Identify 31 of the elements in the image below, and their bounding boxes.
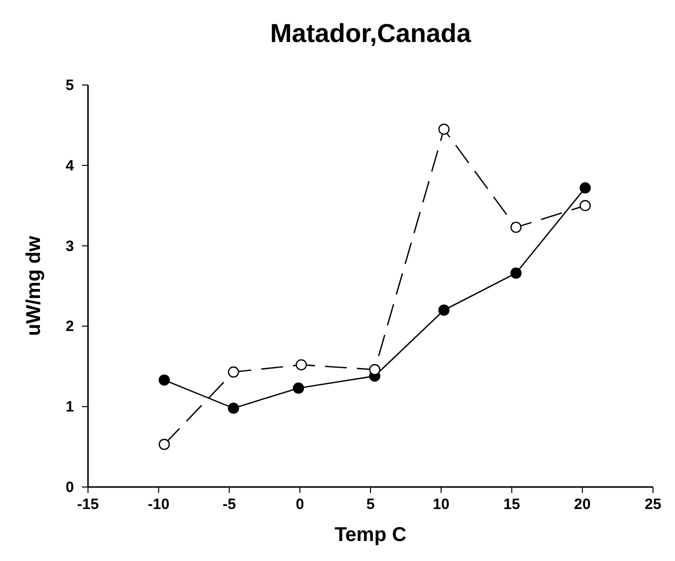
point — [510, 268, 522, 279]
point — [580, 200, 591, 212]
x-tick-label: -15 — [77, 496, 99, 513]
y-tick-label: 4 — [66, 157, 75, 174]
chart-title: Matador,Canada — [270, 18, 472, 48]
y-tick-label: 3 — [66, 238, 74, 255]
point — [296, 359, 307, 370]
point — [292, 382, 304, 394]
point — [580, 182, 591, 194]
x-tick-label: 10 — [432, 496, 450, 513]
y-tick-label: 5 — [66, 77, 74, 94]
x-tick-label: 15 — [503, 496, 520, 513]
point — [158, 374, 170, 386]
point — [369, 364, 380, 376]
x-tick-label: 0 — [296, 496, 304, 513]
x-tick-label: 5 — [366, 496, 375, 513]
point — [510, 222, 522, 233]
point — [438, 304, 450, 316]
y-axis-title: uW/mg dw — [23, 236, 45, 336]
x-tick-label: 20 — [574, 496, 591, 513]
x-tick-label: -5 — [222, 496, 236, 513]
y-tick-label: 2 — [66, 318, 74, 336]
point — [228, 402, 240, 414]
y-tick-label: 1 — [66, 398, 74, 416]
x-tick-label: 25 — [644, 496, 662, 513]
point — [228, 366, 240, 378]
point — [438, 124, 450, 135]
y-tick-label: 0 — [66, 479, 74, 496]
x-tick-label: -10 — [148, 496, 170, 513]
point — [158, 438, 170, 450]
x-axis-title: Temp C — [334, 524, 406, 546]
